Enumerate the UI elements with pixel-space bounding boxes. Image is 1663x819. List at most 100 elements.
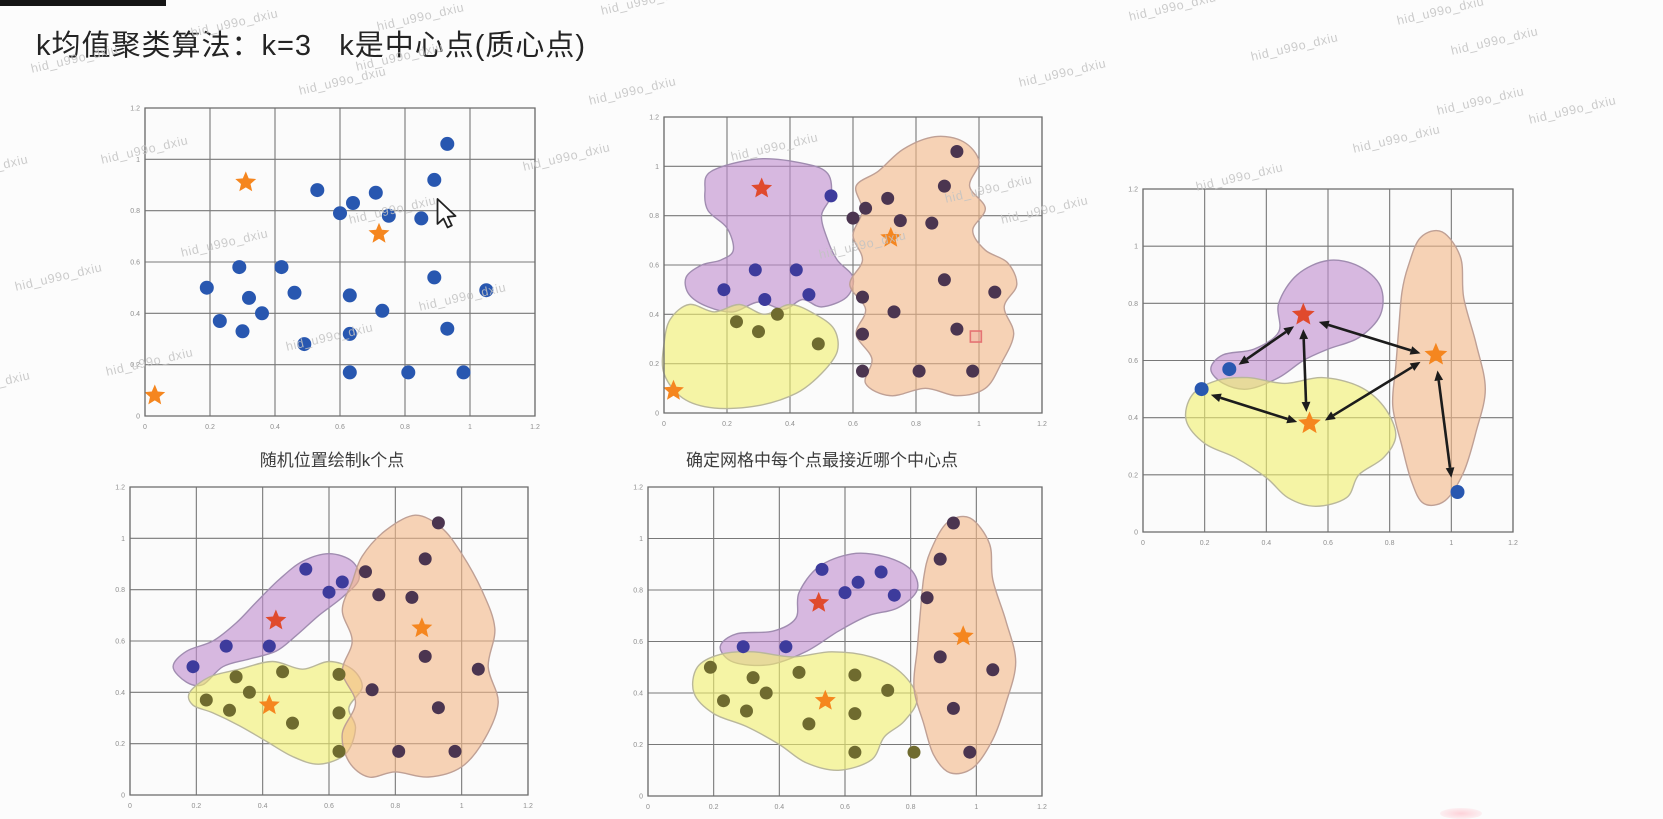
data-point-unassigned xyxy=(440,136,455,151)
data-point-old-centroid-points xyxy=(1450,485,1465,499)
data-point-purple xyxy=(758,293,772,306)
data-point-yellow xyxy=(730,315,743,329)
data-point-orange xyxy=(893,214,907,228)
y-tick-label: 0.4 xyxy=(1128,415,1138,422)
x-tick-label: 0.4 xyxy=(270,424,280,431)
y-tick-label: 0 xyxy=(655,411,659,418)
data-point-orange xyxy=(920,591,934,605)
y-tick-label: 0.4 xyxy=(115,690,125,697)
data-point-old-centroid-points xyxy=(1222,362,1237,377)
x-tick-label: 0.6 xyxy=(840,804,850,811)
y-tick-label: 0.2 xyxy=(130,362,140,369)
data-point-orange xyxy=(418,552,432,566)
x-tick-label: 0.2 xyxy=(709,804,719,811)
data-point-orange xyxy=(431,516,445,530)
x-tick-label: 0.2 xyxy=(191,803,201,810)
data-point-yellow xyxy=(752,325,765,339)
data-point-unassigned xyxy=(479,283,494,298)
x-tick-label: 1.2 xyxy=(1037,804,1047,811)
watermark: hid_u99o_dxiu xyxy=(1395,0,1486,28)
data-point-purple xyxy=(219,639,233,653)
centroid-star xyxy=(235,171,257,192)
watermark: hid_u99o_dxiu xyxy=(13,260,104,294)
data-point-orange xyxy=(933,552,947,566)
data-point-orange xyxy=(950,322,964,336)
data-point-purple xyxy=(322,585,336,599)
centroid-star xyxy=(880,226,902,247)
data-point-unassigned xyxy=(346,196,360,210)
x-tick-label: 1.2 xyxy=(1508,540,1518,547)
data-point-yellow xyxy=(332,706,346,720)
data-point-purple xyxy=(874,565,888,579)
data-point-orange xyxy=(966,364,980,378)
y-tick-label: 1 xyxy=(121,536,125,543)
watermark: hid_u99o_dxiu xyxy=(1527,93,1618,127)
plot-border xyxy=(129,486,529,796)
data-point-unassigned xyxy=(235,324,250,339)
data-point-unassigned xyxy=(401,365,416,380)
x-tick-label: 0 xyxy=(128,803,132,810)
y-tick-label: 1.2 xyxy=(649,115,659,122)
watermark: hid_u99o_dxiu xyxy=(599,0,690,18)
centroid-star xyxy=(1424,342,1448,365)
data-point-unassigned xyxy=(333,206,347,221)
data-point-yellow xyxy=(848,668,862,682)
data-point-purple xyxy=(802,288,816,302)
watermark: hid_u99o_dxiu xyxy=(0,368,32,402)
cluster-region-purple xyxy=(172,552,360,687)
centroid-star xyxy=(411,617,433,638)
data-point-unassigned xyxy=(232,260,247,275)
y-tick-label: 0.2 xyxy=(633,742,643,749)
data-point-orange xyxy=(887,305,901,319)
cluster-region-purple xyxy=(719,552,919,667)
data-point-yellow xyxy=(802,717,816,731)
arrowhead-icon xyxy=(1301,401,1311,412)
x-tick-label: 1 xyxy=(468,424,472,431)
data-point-orange xyxy=(925,216,939,230)
y-tick-label: 1.2 xyxy=(130,106,140,113)
data-point-unassigned xyxy=(414,211,429,226)
data-point-orange xyxy=(988,285,1002,299)
plot-border xyxy=(663,116,1043,414)
y-tick-label: 0.2 xyxy=(649,361,659,368)
x-tick-label: 0.4 xyxy=(774,804,784,811)
data-point-orange xyxy=(405,590,419,604)
y-tick-label: 1.2 xyxy=(1128,187,1138,194)
x-tick-label: 0.8 xyxy=(400,424,410,431)
y-tick-label: 0.4 xyxy=(633,691,643,698)
data-point-purple xyxy=(299,562,313,576)
data-point-unassigned xyxy=(427,172,442,187)
centroid-star xyxy=(265,609,287,630)
y-tick-label: 0.2 xyxy=(115,741,125,748)
x-tick-label: 0.6 xyxy=(324,803,334,810)
distance-arrow-line xyxy=(1437,380,1452,468)
data-point-yellow xyxy=(199,693,213,707)
watermark: hid_u99o_dxiu xyxy=(1249,30,1340,64)
distance-arrow-line xyxy=(1327,323,1412,352)
arrowhead-icon xyxy=(1283,326,1295,336)
y-tick-label: 0.4 xyxy=(130,311,140,318)
x-tick-label: 0.4 xyxy=(785,421,795,428)
highlight-square xyxy=(969,330,983,343)
x-tick-label: 0.6 xyxy=(848,421,858,428)
data-point-orange xyxy=(937,179,951,193)
data-point-orange xyxy=(431,701,445,715)
data-point-unassigned xyxy=(310,183,325,198)
plot-border xyxy=(144,107,536,417)
y-tick-label: 0 xyxy=(121,793,125,800)
top-left-dark-strip xyxy=(0,0,166,6)
centroid-star xyxy=(258,694,280,715)
data-point-orange xyxy=(963,745,977,759)
data-point-purple xyxy=(838,586,852,600)
data-point-orange xyxy=(859,201,873,215)
x-tick-label: 1 xyxy=(1449,540,1453,547)
data-point-purple xyxy=(887,588,901,602)
data-point-orange xyxy=(448,744,462,758)
arrowhead-icon xyxy=(1318,320,1330,330)
data-point-purple xyxy=(789,263,803,277)
y-tick-label: 0.6 xyxy=(1128,358,1138,365)
arrowhead-icon xyxy=(1210,393,1222,402)
watermark: hid_u99o_dxiu xyxy=(297,64,388,98)
data-point-unassigned xyxy=(255,306,269,321)
watermark: hid_u99o_dxiu xyxy=(587,74,678,108)
